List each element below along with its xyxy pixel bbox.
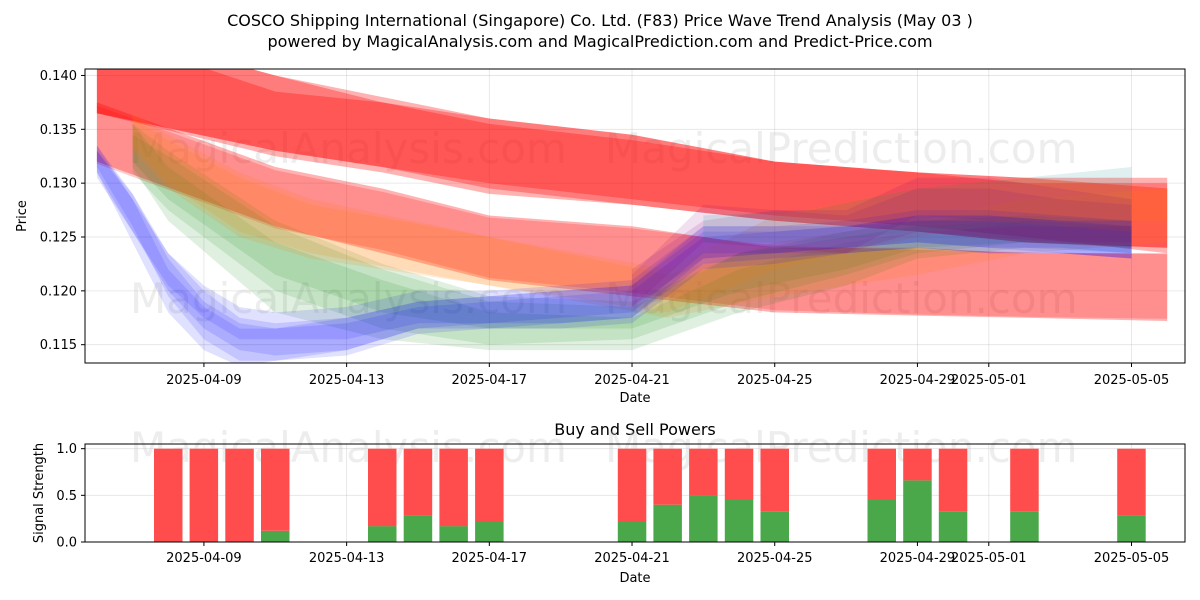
y-tick-label: 0.125 [40, 231, 77, 246]
power-x-tick-label: 2025-04-25 [737, 551, 813, 566]
power-bars [154, 448, 1146, 542]
y-tick-label: 0.135 [40, 123, 77, 138]
wave-band-orange-band-2 [132, 118, 1168, 313]
bottom-plot-frame [84, 443, 1186, 543]
buy-bar [653, 504, 682, 542]
sell-bar [1117, 448, 1146, 516]
sell-bar [724, 448, 754, 500]
power-y-tick-label: 0.0 [56, 536, 77, 551]
sell-bar [261, 448, 290, 531]
power-chart-title: Buy and Sell Powers [554, 420, 716, 439]
y-tick-label: 0.120 [40, 284, 77, 299]
bottom-y-axis-label: Signal Strength [32, 443, 47, 543]
watermark: MagicalAnalysis.com [130, 124, 567, 173]
watermark: MagicalPrediction.com [605, 274, 1078, 323]
sell-bar [189, 448, 219, 542]
wave-bands [96, 69, 1168, 363]
wave-band-blue-band-1 [96, 150, 1132, 340]
top-grid [85, 69, 1185, 363]
x-tick-label: 2025-04-13 [309, 373, 385, 388]
sell-bar [1010, 448, 1039, 512]
buy-bar [439, 526, 468, 542]
buy-bar [689, 495, 718, 542]
power-x-tick-label: 2025-04-17 [452, 551, 528, 566]
sell-bar [154, 448, 183, 542]
watermark: MagicalPrediction.com [605, 124, 1078, 173]
buy-bar [403, 515, 433, 542]
sell-bar [760, 448, 789, 512]
sell-bar [903, 448, 932, 481]
top-x-axis-label: Date [619, 391, 650, 406]
buy-bar [368, 526, 397, 542]
wave-band-green-band-1 [132, 134, 1132, 329]
wave-band-purple-band-1 [632, 188, 1132, 307]
bottom-axes: 0.0 0.5 1.0 2025-04-09 2025-04-13 2025-04-17 2… [56, 442, 1169, 566]
buy-bar [1117, 515, 1146, 542]
buy-bar [938, 511, 968, 542]
x-tick-label: 2025-04-29 [880, 373, 956, 388]
buy-bar [724, 500, 754, 542]
watermark: MagicalAnalysis.com [130, 274, 567, 323]
top-watermarks: MagicalAnalysis.com MagicalPrediction.com… [130, 124, 1078, 323]
wave-band-blue-band-4 [96, 145, 1132, 363]
sell-bar [867, 448, 896, 500]
buy-bar [475, 521, 504, 542]
wave-band-red-band-4 [96, 102, 1168, 322]
y-tick-label: 0.140 [40, 69, 77, 84]
top-plot-frame [84, 68, 1186, 364]
power-y-tick-label: 1.0 [56, 442, 77, 457]
x-tick-label: 2025-05-05 [1094, 373, 1170, 388]
chart-subtitle: powered by MagicalAnalysis.com and Magic… [267, 32, 932, 51]
top-y-axis-label: Price [15, 200, 30, 232]
buy-bar [867, 500, 896, 542]
watermark: MagicalPrediction.com [605, 423, 1078, 472]
power-x-tick-label: 2025-05-01 [951, 551, 1027, 566]
power-x-tick-label: 2025-04-13 [309, 551, 385, 566]
buy-bar [903, 480, 932, 542]
sell-bar [689, 448, 718, 496]
x-tick-label: 2025-05-01 [951, 373, 1027, 388]
sell-bar [617, 448, 647, 522]
buy-bar [760, 511, 789, 542]
sell-bar [653, 448, 682, 505]
bottom-x-axis-label: Date [619, 571, 650, 586]
wave-band-blue-band-3 [96, 145, 1132, 361]
y-tick-label: 0.130 [40, 177, 77, 192]
sell-bar [938, 448, 968, 512]
wave-band-red-band-2 [96, 69, 1168, 248]
sell-bar [475, 448, 504, 522]
x-tick-label: 2025-04-17 [452, 373, 528, 388]
y-tick-label: 0.115 [40, 338, 77, 353]
top-axes: 0.115 0.120 0.125 0.130 0.135 0.140 2025-04-09… [40, 69, 1169, 388]
wave-band-red-band-5 [96, 105, 1168, 319]
wave-band-red-band-3 [96, 69, 1168, 248]
x-tick-label: 2025-04-09 [166, 373, 242, 388]
buy-bar [1010, 511, 1039, 542]
wave-band-orange-band-1 [132, 113, 1168, 318]
power-x-tick-label: 2025-04-21 [594, 551, 670, 566]
wave-band-teal-band [703, 167, 1132, 243]
power-x-tick-label: 2025-04-09 [166, 551, 242, 566]
sell-bar [225, 448, 254, 542]
sell-bar [403, 448, 433, 516]
power-x-tick-label: 2025-04-29 [880, 551, 956, 566]
power-x-tick-label: 2025-05-05 [1094, 551, 1170, 566]
wave-band-green-band-3 [132, 123, 1132, 351]
x-tick-label: 2025-04-21 [594, 373, 670, 388]
sell-bar [368, 448, 397, 527]
wave-band-green-band-2 [132, 123, 1132, 345]
buy-bar [261, 530, 290, 542]
wave-band-blue-band-2 [96, 150, 1132, 356]
x-tick-label: 2025-04-25 [737, 373, 813, 388]
sell-bar [439, 448, 468, 527]
wave-band-purple-band-2 [632, 177, 1132, 307]
power-y-tick-label: 0.5 [56, 489, 77, 504]
wave-band-red-band-1 [96, 69, 1168, 254]
chart-title: COSCO Shipping International (Singapore)… [227, 11, 973, 30]
buy-bar [617, 521, 647, 542]
